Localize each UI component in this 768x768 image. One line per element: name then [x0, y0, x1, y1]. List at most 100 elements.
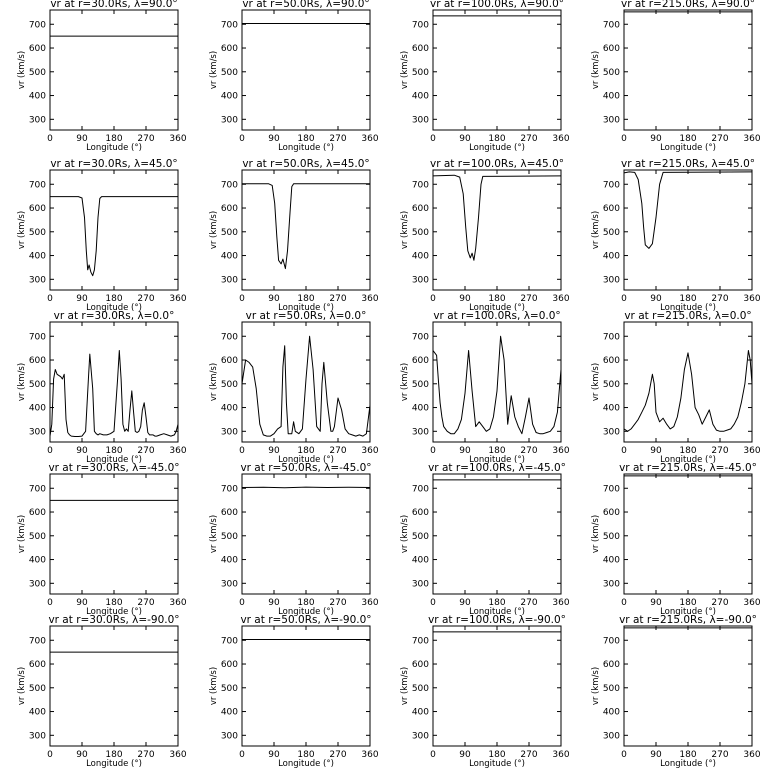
- x-tick-label: 270: [329, 294, 346, 304]
- panel-16: vr at r=30.0Rs, λ=-90.0° 300 400 500 600 700 0…: [17, 614, 187, 768]
- plot-frame: [432, 9, 562, 131]
- y-tick-label: 600: [603, 44, 620, 54]
- x-tick-label: 360: [552, 446, 569, 456]
- x-tick-label: 360: [743, 598, 760, 608]
- y-axis-label: vr (km/s): [209, 515, 219, 553]
- x-tick-label: 360: [552, 294, 569, 304]
- plot-frame: [432, 473, 562, 595]
- x-tick-label: 360: [743, 134, 760, 144]
- series-line: [432, 335, 562, 435]
- y-tick-label: 700: [412, 20, 429, 30]
- y-tick-label: 400: [412, 404, 429, 414]
- x-tick-label: 0: [47, 134, 53, 144]
- y-tick-label: 700: [603, 180, 620, 190]
- y-tick-label: 300: [412, 275, 429, 285]
- y-tick-label: 700: [29, 20, 46, 30]
- x-tick-label: 360: [361, 294, 378, 304]
- y-tick-label: 500: [221, 380, 238, 390]
- y-tick-label: 600: [29, 356, 46, 366]
- x-tick-label: 90: [459, 750, 471, 760]
- y-axis-label: vr (km/s): [400, 211, 410, 249]
- y-axis-label: vr (km/s): [209, 667, 219, 705]
- y-axis-label: vr (km/s): [400, 51, 410, 89]
- y-tick-label: 600: [29, 660, 46, 670]
- panel-title: vr at r=30.0Rs, λ=45.0°: [50, 158, 177, 170]
- y-tick-label: 500: [221, 532, 238, 542]
- y-tick-label: 700: [412, 636, 429, 646]
- x-tick-label: 360: [743, 446, 760, 456]
- x-tick-label: 180: [488, 294, 505, 304]
- x-tick-label: 270: [520, 446, 537, 456]
- y-tick-label: 600: [412, 356, 429, 366]
- plot-frame: [241, 169, 371, 291]
- y-tick-label: 400: [603, 708, 620, 718]
- x-axis-label: Longitude (°): [86, 759, 142, 768]
- x-tick-label: 270: [711, 134, 728, 144]
- x-tick-label: 180: [105, 750, 122, 760]
- y-tick-label: 500: [29, 380, 46, 390]
- y-tick-label: 300: [603, 579, 620, 589]
- plot-frame: [623, 473, 753, 595]
- y-tick-label: 300: [29, 579, 46, 589]
- y-tick-label: 300: [412, 579, 429, 589]
- y-tick-label: 400: [221, 252, 238, 262]
- y-tick-label: 700: [221, 484, 238, 494]
- x-tick-label: 90: [268, 294, 280, 304]
- y-tick-label: 600: [29, 44, 46, 54]
- y-tick-label: 700: [412, 180, 429, 190]
- y-tick-label: 600: [221, 204, 238, 214]
- y-tick-label: 600: [603, 660, 620, 670]
- x-tick-label: 180: [488, 750, 505, 760]
- x-tick-label: 180: [105, 598, 122, 608]
- x-tick-label: 0: [47, 446, 53, 456]
- x-tick-label: 180: [297, 134, 314, 144]
- x-tick-label: 180: [297, 750, 314, 760]
- y-tick-label: 400: [221, 404, 238, 414]
- plot-frame: [241, 9, 371, 131]
- y-tick-label: 500: [412, 532, 429, 542]
- x-tick-label: 360: [361, 446, 378, 456]
- panel-title: vr at r=50.0Rs, λ=90.0°: [242, 0, 369, 10]
- x-tick-label: 180: [297, 446, 314, 456]
- x-tick-label: 270: [711, 294, 728, 304]
- y-tick-label: 700: [29, 484, 46, 494]
- y-tick-label: 500: [29, 532, 46, 542]
- y-axis-label: vr (km/s): [591, 363, 601, 401]
- x-tick-label: 0: [430, 446, 436, 456]
- x-tick-label: 0: [47, 598, 53, 608]
- x-tick-label: 180: [679, 446, 696, 456]
- x-tick-label: 360: [169, 134, 186, 144]
- y-tick-label: 400: [221, 556, 238, 566]
- y-tick-label: 700: [412, 484, 429, 494]
- x-tick-label: 270: [520, 294, 537, 304]
- x-tick-label: 90: [650, 750, 662, 760]
- y-axis-label: vr (km/s): [209, 363, 219, 401]
- x-tick-label: 0: [621, 750, 627, 760]
- x-tick-label: 90: [268, 446, 280, 456]
- y-tick-label: 300: [29, 275, 46, 285]
- y-tick-label: 700: [29, 636, 46, 646]
- y-tick-label: 300: [603, 275, 620, 285]
- panel-6: vr at r=100.0Rs, λ=45.0° 300 400 500 600 700 0…: [400, 158, 570, 313]
- y-tick-label: 300: [603, 115, 620, 125]
- plot-frame: [432, 169, 562, 291]
- y-tick-label: 400: [603, 556, 620, 566]
- x-axis-label: Longitude (°): [469, 455, 525, 465]
- y-tick-label: 400: [29, 708, 46, 718]
- x-tick-label: 270: [329, 598, 346, 608]
- plot-frame: [49, 169, 179, 291]
- panel-title: vr at r=100.0Rs, λ=90.0°: [430, 0, 564, 10]
- y-tick-label: 400: [412, 92, 429, 102]
- x-tick-label: 270: [711, 750, 728, 760]
- y-tick-label: 600: [603, 204, 620, 214]
- x-axis-label: Longitude (°): [660, 143, 716, 153]
- panel-title: vr at r=50.0Rs, λ=-45.0°: [240, 462, 371, 474]
- panel-title: vr at r=215.0Rs, λ=-90.0°: [619, 614, 757, 626]
- y-tick-label: 700: [221, 332, 238, 342]
- x-tick-label: 90: [76, 294, 88, 304]
- x-tick-label: 0: [47, 750, 53, 760]
- y-tick-label: 600: [412, 204, 429, 214]
- x-axis-label: Longitude (°): [469, 143, 525, 153]
- y-tick-label: 600: [603, 508, 620, 518]
- y-tick-label: 300: [29, 115, 46, 125]
